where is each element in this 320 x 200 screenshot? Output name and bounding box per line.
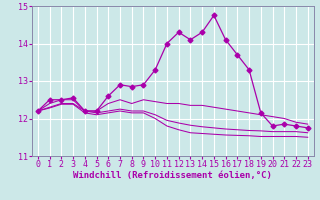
X-axis label: Windchill (Refroidissement éolien,°C): Windchill (Refroidissement éolien,°C) bbox=[73, 171, 272, 180]
